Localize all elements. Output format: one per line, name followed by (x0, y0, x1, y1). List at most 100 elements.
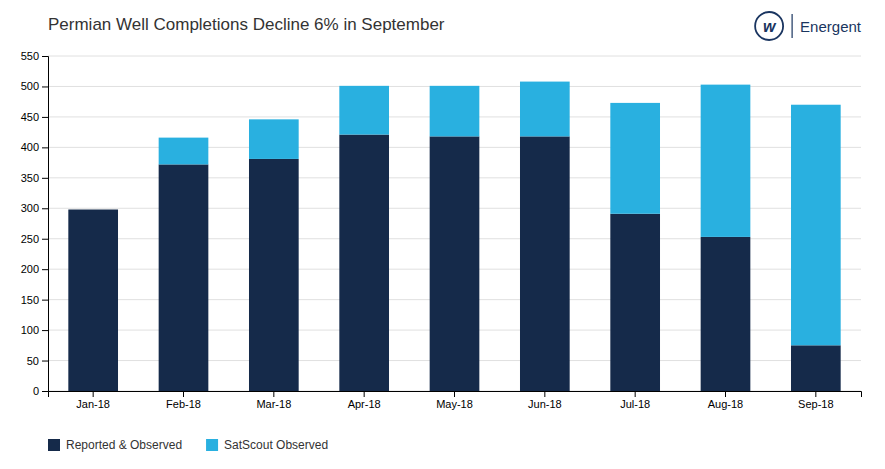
x-tick-mark (454, 391, 455, 397)
y-tick-mark (42, 208, 48, 209)
y-tick-mark (42, 178, 48, 179)
legend-swatch (48, 439, 60, 451)
y-tick-mark (42, 117, 48, 118)
bar (701, 237, 751, 391)
x-tick-mark (364, 391, 365, 397)
logo-text: Energent (800, 18, 862, 35)
bar (249, 119, 299, 159)
x-tick: Sep-18 (798, 391, 833, 410)
title: Permian Well Completions Decline 6% in S… (48, 15, 445, 34)
x-axis-line (49, 392, 862, 398)
bar (430, 136, 480, 391)
y-tick-label: 100 (21, 324, 39, 336)
x-tick-mark (273, 391, 274, 397)
y-tick-label: 550 (21, 50, 39, 62)
y-tick-mark (42, 269, 48, 270)
x-tick: May-18 (436, 391, 473, 410)
x-tick-label: May-18 (436, 398, 473, 410)
y-tick: 550 (21, 50, 48, 62)
logo: w Energent (755, 12, 862, 40)
y-tick-label: 450 (21, 111, 39, 123)
y-tick: 300 (21, 202, 48, 214)
y-tick-mark (42, 391, 48, 392)
y-tick-label: 150 (21, 294, 39, 306)
x-tick-label: Jun-18 (528, 398, 562, 410)
y-tick-label: 300 (21, 202, 39, 214)
y-tick: 400 (21, 141, 48, 153)
x-tick: Jun-18 (528, 391, 562, 410)
legend-label: SatScout Observed (224, 438, 328, 452)
x-tick: Feb-18 (166, 391, 201, 410)
y-tick: 50 (27, 355, 48, 367)
y-tick-label: 50 (27, 355, 39, 367)
x-tick: Jan-18 (76, 391, 110, 410)
y-tick-label: 350 (21, 172, 39, 184)
x-tick-label: Aug-18 (708, 398, 743, 410)
y-axis-line (42, 57, 49, 392)
plot-area: 0 50 100 150 200 250 300 350 400 450 500 550 Jan-18 F… (21, 50, 862, 410)
y-tick-label: 400 (21, 141, 39, 153)
y-tick-mark (42, 361, 48, 362)
legend-item: Reported & Observed (48, 438, 182, 452)
x-tick: Aug-18 (708, 391, 743, 410)
y-tick-mark (42, 330, 48, 331)
x-tick-label: Mar-18 (256, 398, 291, 410)
y-tick: 350 (21, 172, 48, 184)
bar (791, 345, 841, 391)
x-tick-label: Sep-18 (798, 398, 833, 410)
y-tick: 500 (21, 80, 48, 92)
y-tick-mark (42, 56, 48, 57)
x-tick-label: Feb-18 (166, 398, 201, 410)
x-tick-label: Jul-18 (620, 398, 650, 410)
y-tick: 250 (21, 233, 48, 245)
x-tick: Mar-18 (256, 391, 291, 410)
y-tick: 200 (21, 263, 48, 275)
bar (339, 135, 389, 391)
bar (68, 209, 118, 210)
y-tick-label: 250 (21, 233, 39, 245)
bar (68, 209, 118, 391)
bar (791, 105, 841, 346)
bar (610, 214, 660, 391)
x-tick-label: Jan-18 (76, 398, 110, 410)
x-tick-mark (544, 391, 545, 397)
y-tick-label: 200 (21, 263, 39, 275)
legend-swatch (206, 439, 218, 451)
y-tick: 100 (21, 324, 48, 336)
legend-label: Reported & Observed (66, 438, 182, 452)
y-tick: 150 (21, 294, 48, 306)
x-tick-mark (815, 391, 816, 397)
x-tick: Jul-18 (620, 391, 650, 410)
legend: Reported & Observed SatScout Observed (48, 438, 328, 452)
grid (48, 56, 861, 391)
x-tick: Apr-18 (348, 391, 381, 410)
x-tick-mark (183, 391, 184, 397)
bar (159, 138, 209, 165)
logo-circle (755, 12, 783, 40)
logo-separator (792, 14, 793, 38)
x-tick-mark (635, 391, 636, 397)
bar (610, 103, 660, 214)
bar (249, 159, 299, 391)
y-tick-mark (42, 147, 48, 148)
y-tick-label: 500 (21, 80, 39, 92)
bar (430, 86, 480, 137)
x-tick-mark (725, 391, 726, 397)
x-tick-label: Apr-18 (348, 398, 381, 410)
y-axis: 0 50 100 150 200 250 300 350 400 450 500 550 (21, 50, 49, 397)
y-tick-label: 0 (33, 385, 39, 397)
chart: 0 50 100 150 200 250 300 350 400 450 500 550 Jan-18 F… (0, 0, 885, 469)
bar (520, 136, 570, 391)
logo-mark: w (763, 18, 777, 35)
bar (339, 86, 389, 135)
y-tick-mark (42, 239, 48, 240)
y-tick-mark (42, 300, 48, 301)
bar (701, 85, 751, 237)
bars (68, 82, 840, 391)
bar (520, 82, 570, 137)
bar-series (159, 82, 841, 346)
x-axis: Jan-18 Feb-18 Mar-18 Apr-18 May-18 Jun-18 Jul-… (49, 391, 862, 410)
y-tick: 450 (21, 111, 48, 123)
y-tick: 0 (33, 385, 48, 397)
x-tick-mark (93, 391, 94, 397)
